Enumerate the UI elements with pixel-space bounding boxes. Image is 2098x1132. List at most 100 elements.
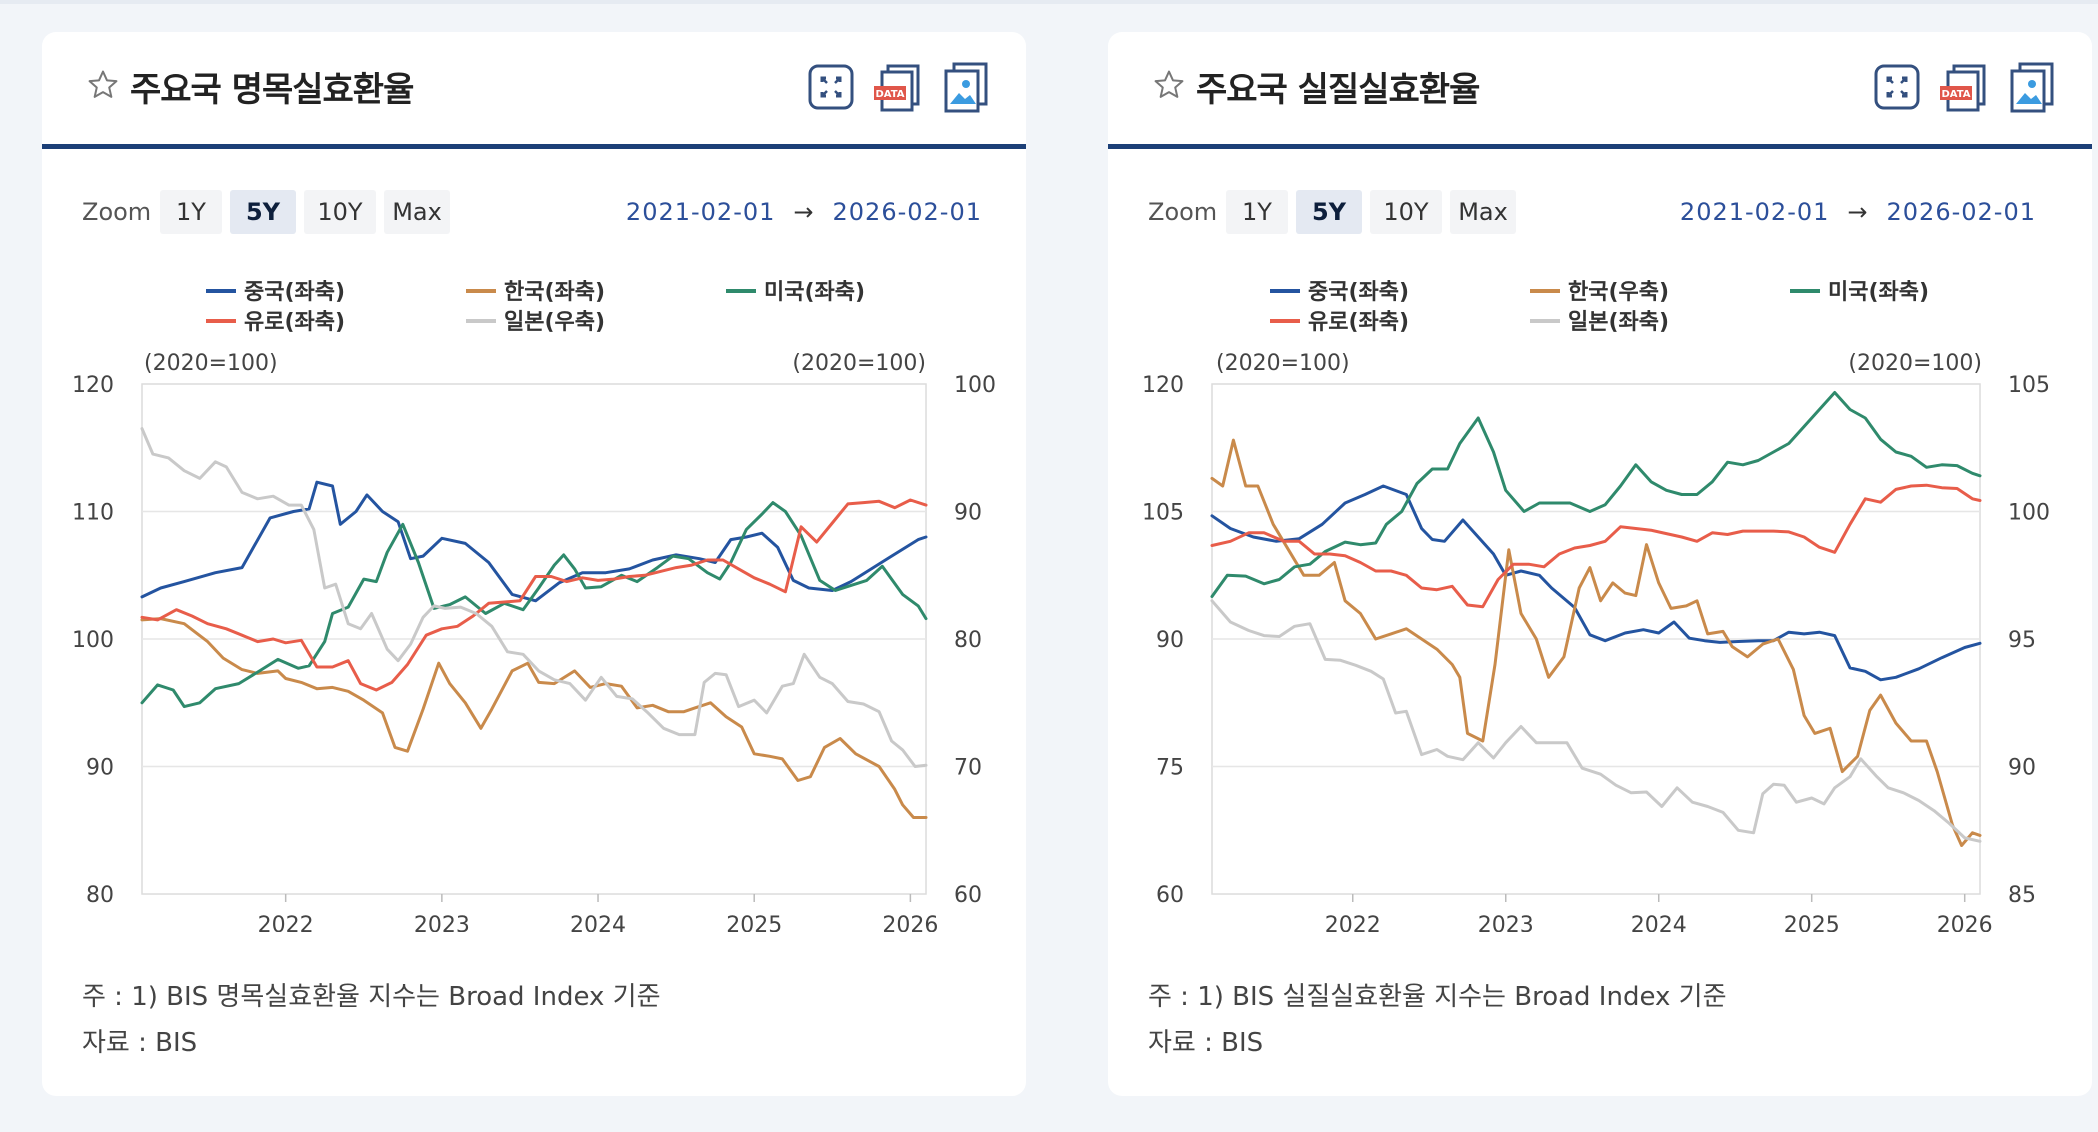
legend-swatch-euro (206, 319, 236, 323)
range-to-input[interactable]: 2026-02-01 (832, 198, 982, 226)
range-to-input[interactable]: 2026-02-01 (1886, 198, 2036, 226)
svg-text:DATA: DATA (1941, 89, 1970, 100)
legend-swatch-euro (1270, 319, 1300, 323)
right-unit-label: (2020=100) (792, 351, 926, 376)
legend-swatch-japan (1530, 319, 1560, 323)
left-tick-label: 90 (1156, 628, 1184, 653)
zoom-10y-button[interactable]: 10Y (304, 190, 376, 234)
x-tick-label: 2024 (1631, 913, 1687, 932)
left-tick-label: 90 (86, 756, 114, 781)
legend-japan[interactable]: 일본(좌축) (1530, 304, 1669, 336)
x-tick-label: 2026 (882, 913, 938, 932)
right-tick-label: 95 (2008, 628, 2036, 653)
card-header: 주요국 명목실효환율 DATA (42, 32, 1026, 149)
legend-euro-label: 유로(좌축) (1308, 310, 1410, 335)
left-tick-label: 75 (1156, 756, 1184, 781)
top-strip (0, 0, 2098, 4)
card-title: 주요국 명목실효환율 (130, 70, 414, 110)
legend-euro-label: 유로(좌축) (244, 310, 346, 335)
left-tick-label: 120 (72, 373, 114, 398)
legend-japan-label: 일본(우축) (504, 310, 606, 335)
x-tick-label: 2023 (1478, 913, 1534, 932)
series-line-0[interactable] (140, 480, 928, 603)
real-reer-chart: (2020=100) (2020=100) 120 105 90 75 60 105 100… (1142, 351, 2050, 932)
card-title: 주요국 실질실효환율 (1196, 70, 1480, 110)
zoom-label: Zoom (1148, 198, 1218, 226)
favorite-star-icon[interactable] (86, 68, 120, 102)
left-tick-label: 120 (1142, 373, 1184, 398)
right-tick-label: 85 (2008, 883, 2036, 908)
left-tick-label: 60 (1156, 883, 1184, 908)
legend-swatch-japan (466, 319, 496, 323)
x-tick-label: 2025 (726, 913, 782, 932)
fullscreen-icon[interactable] (1870, 60, 1924, 114)
zoom-1y-button[interactable]: 1Y (1226, 190, 1288, 234)
legend-usa[interactable]: 미국(좌축) (1790, 274, 1929, 306)
series-line-2[interactable] (1210, 391, 1982, 598)
legend-china[interactable]: 중국(좌축) (1270, 274, 1409, 306)
nominal-reer-card: 주요국 명목실효환율 DATA Zoom 1Y 5Y 10Y Max 2021-… (42, 32, 1026, 1096)
right-tick-label: 80 (954, 628, 982, 653)
left-unit-label: (2020=100) (144, 351, 278, 376)
legend-japan[interactable]: 일본(우축) (466, 304, 605, 336)
left-tick-label: 105 (1142, 501, 1184, 526)
date-range: 2021-02-01 → 2026-02-01 (1680, 198, 2036, 226)
range-from-input[interactable]: 2021-02-01 (625, 198, 776, 226)
nominal-reer-chart: (2020=100) (2020=100) 120 110 100 90 80 100 90… (72, 351, 996, 932)
zoom-10y-button[interactable]: 10Y (1370, 190, 1442, 234)
legend-china-label: 중국(좌축) (244, 280, 346, 305)
legend-korea-label: 한국(우축) (1568, 280, 1670, 305)
svg-text:DATA: DATA (875, 89, 904, 100)
x-tick-label: 2022 (258, 913, 314, 932)
range-from-input[interactable]: 2021-02-01 (1679, 198, 1830, 226)
image-download-icon[interactable] (2004, 60, 2058, 114)
left-tick-label: 80 (86, 883, 114, 908)
series-line-4[interactable] (140, 427, 928, 768)
series-line-4[interactable] (1210, 599, 1982, 843)
series-line-0[interactable] (1210, 484, 1982, 682)
zoom-1y-button[interactable]: 1Y (160, 190, 222, 234)
data-download-icon[interactable]: DATA (870, 60, 924, 114)
zoom-5y-button[interactable]: 5Y (1296, 190, 1362, 234)
favorite-star-icon[interactable] (1152, 68, 1186, 102)
legend-china[interactable]: 중국(좌축) (206, 274, 345, 306)
legend-usa-label: 미국(좌축) (1828, 280, 1930, 305)
legend-korea[interactable]: 한국(좌축) (466, 274, 605, 306)
image-download-icon[interactable] (938, 60, 992, 114)
series-line-3[interactable] (1210, 483, 1982, 609)
real-reer-card: 주요국 실질실효환율 DATA Zoom 1Y 5Y 10Y Max 2021-… (1108, 32, 2092, 1096)
legend-swatch-korea (466, 289, 496, 293)
zoom-5y-button[interactable]: 5Y (230, 190, 296, 234)
legend-usa[interactable]: 미국(좌축) (726, 274, 865, 306)
fullscreen-icon[interactable] (804, 60, 858, 114)
legend-swatch-usa (1790, 289, 1820, 293)
range-arrow: → (793, 198, 815, 226)
right-tick-label: 90 (2008, 756, 2036, 781)
right-tick-label: 70 (954, 756, 982, 781)
legend-korea-label: 한국(좌축) (504, 280, 606, 305)
card-header: 주요국 실질실효환율 DATA (1108, 32, 2092, 149)
series-line-1[interactable] (140, 617, 928, 819)
series-line-1[interactable] (1210, 438, 1982, 847)
x-tick-label: 2026 (1937, 913, 1993, 932)
legend-euro[interactable]: 유로(좌축) (206, 304, 345, 336)
right-tick-label: 60 (954, 883, 982, 908)
legend-china-label: 중국(좌축) (1308, 280, 1410, 305)
legend-korea[interactable]: 한국(우축) (1530, 274, 1669, 306)
zoom-max-button[interactable]: Max (1450, 190, 1516, 234)
left-unit-label: (2020=100) (1216, 351, 1350, 376)
series-line-3[interactable] (140, 498, 928, 692)
legend-euro[interactable]: 유로(좌축) (1270, 304, 1409, 336)
x-tick-label: 2022 (1325, 913, 1381, 932)
zoom-max-button[interactable]: Max (384, 190, 450, 234)
data-download-icon[interactable]: DATA (1936, 60, 1990, 114)
legend-japan-label: 일본(좌축) (1568, 310, 1670, 335)
right-tick-label: 100 (954, 373, 996, 398)
zoom-label: Zoom (82, 198, 152, 226)
legend-swatch-china (1270, 289, 1300, 293)
x-tick-label: 2024 (570, 913, 626, 932)
right-unit-label: (2020=100) (1848, 351, 1982, 376)
legend-swatch-korea (1530, 289, 1560, 293)
date-range: 2021-02-01 → 2026-02-01 (626, 198, 982, 226)
legend-usa-label: 미국(좌축) (764, 280, 866, 305)
